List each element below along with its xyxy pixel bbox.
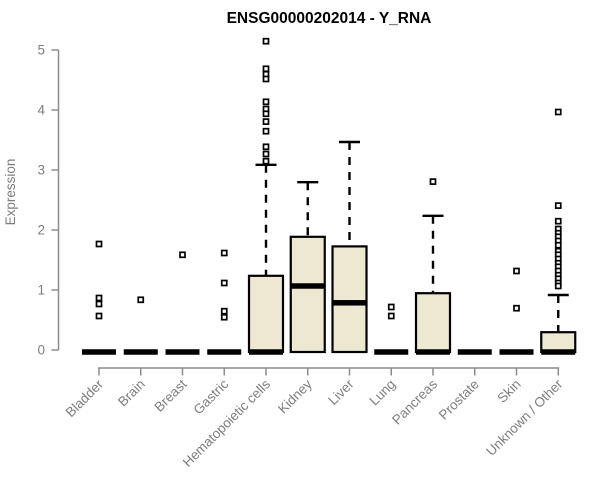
outlier-point xyxy=(220,313,228,321)
x-category-label: Breast xyxy=(151,376,189,414)
median-line xyxy=(541,349,576,355)
y-tick-label: 0 xyxy=(37,343,45,358)
outlier-point xyxy=(220,279,228,287)
outlier-point xyxy=(262,127,270,135)
outlier-point xyxy=(387,303,395,311)
y-tick-label: 4 xyxy=(37,103,45,118)
outlier-point xyxy=(262,118,270,125)
x-category-label: Liver xyxy=(325,376,357,408)
outlier-point xyxy=(554,282,562,290)
median-line xyxy=(249,349,283,355)
y-tick-label: 3 xyxy=(37,163,45,178)
collapsed-box-median xyxy=(374,349,409,355)
collapsed-box-median xyxy=(457,349,492,355)
outlier-point xyxy=(554,108,562,116)
outlier-point xyxy=(95,300,103,308)
y-tick-label: 1 xyxy=(37,283,45,298)
outlier-point xyxy=(513,267,520,275)
median-line xyxy=(332,300,367,306)
y-axis-label: Expression xyxy=(3,159,18,226)
x-category-label: Gastric xyxy=(191,376,232,417)
outlier-point xyxy=(554,241,562,249)
x-category-label: Brain xyxy=(115,377,148,410)
outlier-point xyxy=(262,65,270,73)
outlier-point xyxy=(262,143,270,151)
box xyxy=(247,274,285,354)
x-category-label: Bladder xyxy=(63,376,107,420)
outlier-point xyxy=(387,312,395,320)
collapsed-box-median xyxy=(499,349,534,355)
outlier-point xyxy=(137,296,145,304)
outlier-point xyxy=(262,110,270,118)
chart-title: ENSG00000202014 - Y_RNA xyxy=(227,10,432,27)
outlier-point xyxy=(262,37,270,45)
outlier-point xyxy=(554,217,562,225)
outlier-point xyxy=(220,307,228,315)
box xyxy=(289,235,326,354)
box xyxy=(331,245,368,354)
outlier-point xyxy=(220,249,228,257)
collapsed-box-median xyxy=(82,349,116,355)
median-line xyxy=(416,349,450,355)
x-category-label: Kidney xyxy=(275,376,315,416)
outlier-point xyxy=(262,75,270,83)
y-tick-label: 5 xyxy=(37,43,45,58)
x-category-label: Prostate xyxy=(436,377,482,423)
outlier-point xyxy=(262,157,270,165)
outlier-point xyxy=(262,98,270,106)
x-category-label: Lung xyxy=(367,377,399,409)
outlier-point xyxy=(95,312,103,320)
box xyxy=(414,292,452,354)
x-category-label: Skin xyxy=(494,377,523,406)
outlier-point xyxy=(262,150,270,158)
collapsed-box-median xyxy=(207,349,242,355)
box xyxy=(540,331,577,354)
outlier-point xyxy=(95,294,103,302)
collapsed-box-median xyxy=(165,349,200,355)
outlier-point xyxy=(554,202,562,209)
collapsed-box-median xyxy=(123,349,158,355)
y-tick-label: 2 xyxy=(37,223,45,238)
x-category-label: Unknown / Other xyxy=(483,376,566,459)
outlier-point xyxy=(95,240,103,248)
outlier-point xyxy=(513,304,520,312)
median-line xyxy=(290,283,325,289)
outlier-point xyxy=(429,178,437,185)
outlier-point xyxy=(179,251,186,259)
x-category-label: Pancreas xyxy=(389,376,440,427)
